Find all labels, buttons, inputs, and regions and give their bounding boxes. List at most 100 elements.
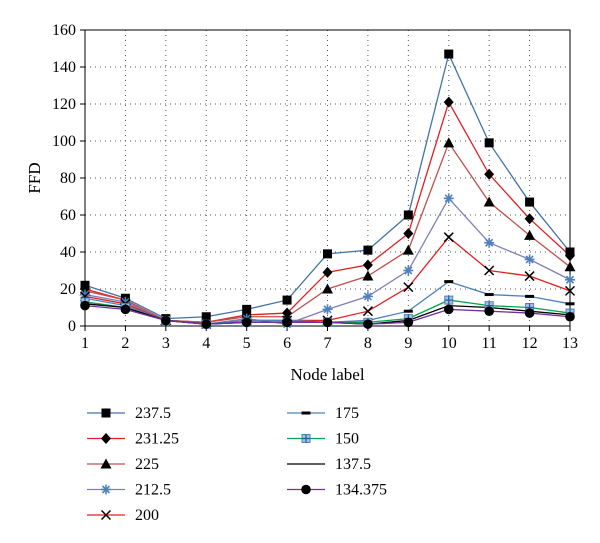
circle-marker: [80, 300, 90, 311]
triangle-marker: [402, 244, 414, 255]
plus-square-marker: [444, 295, 454, 305]
dash-marker: [525, 294, 535, 298]
triangle-marker: [443, 137, 455, 148]
x-tick-label: 7: [324, 335, 332, 352]
y-tick-label: 160: [52, 22, 76, 39]
plus-square-marker: [301, 434, 311, 443]
circle-marker: [161, 315, 171, 326]
legend-label: 200: [135, 507, 159, 524]
diamond-marker: [565, 250, 575, 262]
x-stroke: [443, 232, 454, 243]
circle-marker: [322, 317, 333, 328]
asterisk-marker: [322, 304, 333, 315]
legend-label: 212.5: [135, 482, 171, 499]
diamond-marker: [524, 213, 535, 225]
x-tick-label: 9: [404, 335, 412, 352]
x-marker: [564, 285, 576, 296]
diamond-marker: [484, 168, 495, 180]
square-marker: [101, 408, 111, 418]
asterisk-marker: [101, 484, 111, 495]
asterisk-marker: [565, 274, 575, 285]
triangle-marker: [362, 270, 374, 281]
x-marker: [100, 509, 112, 521]
x-tick-label: 4: [202, 335, 210, 352]
legend-item: 237.5: [87, 405, 171, 422]
circle-marker: [282, 317, 292, 328]
series-markers: [79, 49, 576, 330]
triangle-marker: [322, 283, 333, 294]
diamond-marker: [362, 259, 373, 271]
x-tick-label: 3: [162, 335, 170, 352]
x-tick-label: 2: [121, 335, 129, 352]
x-marker: [403, 282, 414, 293]
legend-label: 150: [335, 431, 359, 448]
x-marker: [524, 271, 535, 282]
x-tick-label: 5: [243, 335, 251, 352]
x-tick-label: 12: [522, 335, 538, 352]
y-tick-label: 40: [60, 244, 76, 261]
dash-marker: [565, 302, 575, 306]
axis-ticks: [80, 29, 571, 331]
grid-lines: [85, 30, 570, 326]
circle-marker: [241, 317, 252, 328]
square-marker: [323, 249, 332, 259]
square-marker: [201, 312, 211, 322]
circle-marker: [524, 308, 535, 318]
dash-marker: [444, 280, 454, 284]
legend-item: 200: [87, 507, 159, 524]
square-marker: [242, 304, 252, 314]
x-stroke: [100, 509, 112, 521]
legend-item: 231.25: [87, 431, 179, 448]
circle-marker: [443, 304, 454, 315]
y-tick-label: 120: [52, 96, 76, 113]
x-tick-label: 10: [441, 335, 457, 352]
legend-item: 225: [87, 456, 159, 473]
plot-frame: [84, 29, 571, 327]
diamond-marker: [443, 96, 454, 108]
y-tick-label: 140: [52, 59, 76, 76]
diamond-marker: [101, 433, 111, 444]
triangle-marker: [524, 229, 536, 240]
square-marker: [444, 49, 454, 59]
y-tick-label: 80: [60, 170, 76, 187]
x-marker: [362, 306, 373, 317]
square-marker: [282, 295, 292, 305]
x-stroke: [403, 282, 414, 293]
diamond-marker: [403, 228, 414, 239]
square-marker: [484, 138, 494, 148]
y-tick-label: 100: [52, 133, 76, 150]
circle-marker: [484, 306, 494, 317]
legend-item: 175: [287, 405, 359, 422]
x-marker: [443, 232, 454, 243]
circle-marker: [565, 311, 575, 322]
y-axis-label: FFD: [25, 162, 44, 193]
asterisk-marker: [484, 237, 495, 248]
asterisk-marker: [403, 265, 414, 276]
asterisk-marker: [362, 291, 373, 302]
series-line: [84, 52, 571, 320]
circle-marker: [403, 317, 414, 328]
y-tick-label: 60: [60, 207, 76, 224]
asterisk-marker: [443, 193, 454, 204]
legend-label: 225: [135, 456, 159, 473]
circle-marker: [120, 304, 131, 315]
legend-item: 137.5: [287, 456, 371, 473]
x-stroke: [524, 271, 535, 282]
triangle-marker: [564, 261, 576, 272]
y-tick-label: 0: [68, 318, 76, 335]
circle-marker: [301, 484, 311, 495]
square-marker: [525, 197, 535, 207]
circle-marker: [363, 319, 373, 329]
x-axis-label: Node label: [290, 365, 364, 384]
x-stroke: [484, 265, 495, 276]
y-tick-label: 20: [60, 281, 76, 298]
diamond-marker: [322, 266, 333, 278]
x-tick-label: 11: [481, 335, 496, 352]
legend-item: 150: [287, 431, 359, 448]
circle-marker: [201, 319, 212, 329]
legend-item: 212.5: [87, 482, 171, 499]
x-tick-label: 8: [364, 335, 372, 352]
x-tick-label: 13: [562, 335, 578, 352]
